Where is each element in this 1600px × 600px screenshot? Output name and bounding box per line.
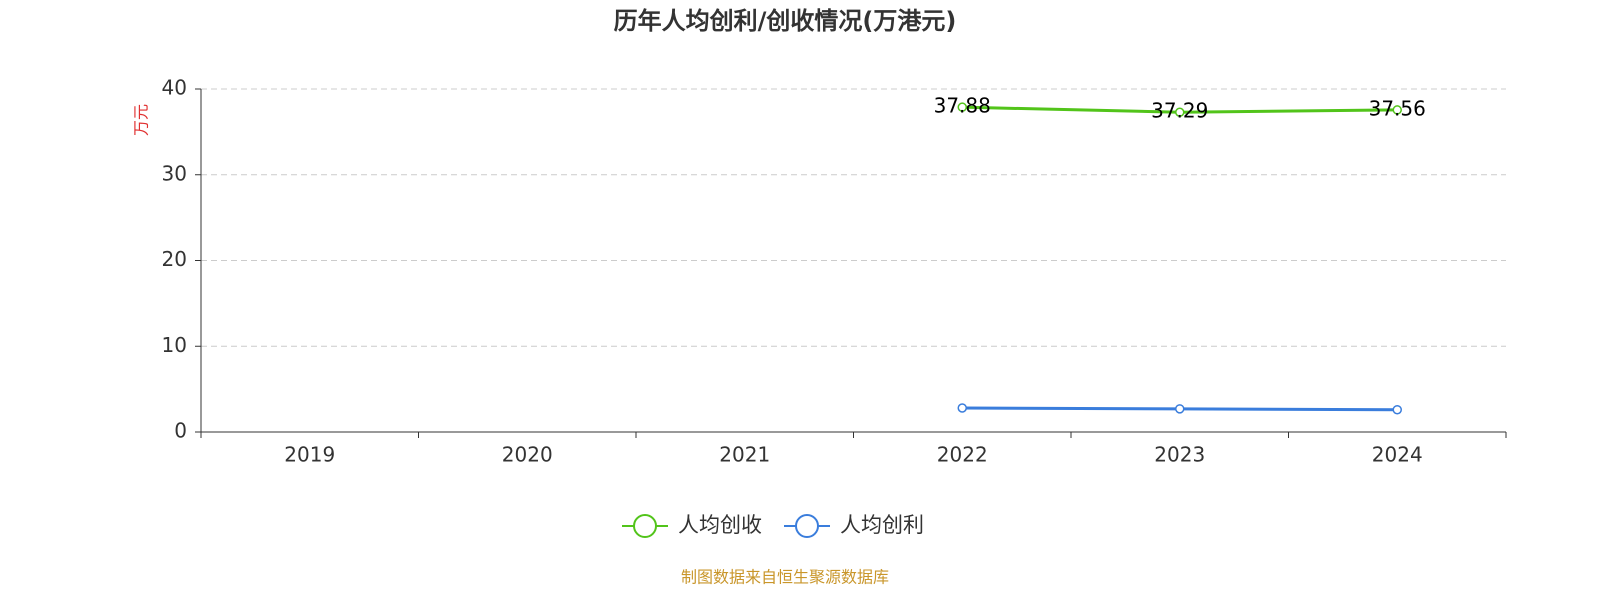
y-tick-label: 30 xyxy=(162,161,187,185)
data-point xyxy=(1175,107,1185,117)
data-point xyxy=(1392,105,1402,115)
x-tick-label: 2024 xyxy=(1372,443,1423,467)
data-point xyxy=(1175,404,1185,414)
legend-marker xyxy=(633,514,657,538)
y-axis-label: 万元 xyxy=(132,104,151,136)
data-label: 37.56 xyxy=(1369,96,1426,120)
data-label: 37.88 xyxy=(934,94,991,118)
x-tick-label: 2022 xyxy=(937,443,988,467)
legend-label: 人均创收 xyxy=(678,513,762,537)
legend-item[interactable]: 人均创利 xyxy=(784,513,924,538)
data-point xyxy=(1392,404,1402,415)
legend-marker xyxy=(795,514,819,538)
x-tick-label: 2021 xyxy=(719,443,770,467)
x-tick-label: 2023 xyxy=(1154,443,1205,467)
data-label: 37.29 xyxy=(1151,99,1208,123)
y-tick-label: 20 xyxy=(162,247,187,271)
y-tick-label: 40 xyxy=(162,76,187,100)
chart-title: 历年人均创利/创收情况(万港元) xyxy=(614,7,957,35)
data-point xyxy=(957,102,967,112)
source-note: 制图数据来自恒生聚源数据库 xyxy=(681,568,889,587)
data-point xyxy=(957,403,967,413)
y-tick-label: 0 xyxy=(174,419,187,443)
legend-label: 人均创利 xyxy=(840,513,924,537)
x-tick-label: 2019 xyxy=(284,443,335,467)
x-tick-label: 2020 xyxy=(502,443,553,467)
y-tick-label: 10 xyxy=(162,333,187,357)
legend-item[interactable]: 人均创收 xyxy=(622,513,762,538)
